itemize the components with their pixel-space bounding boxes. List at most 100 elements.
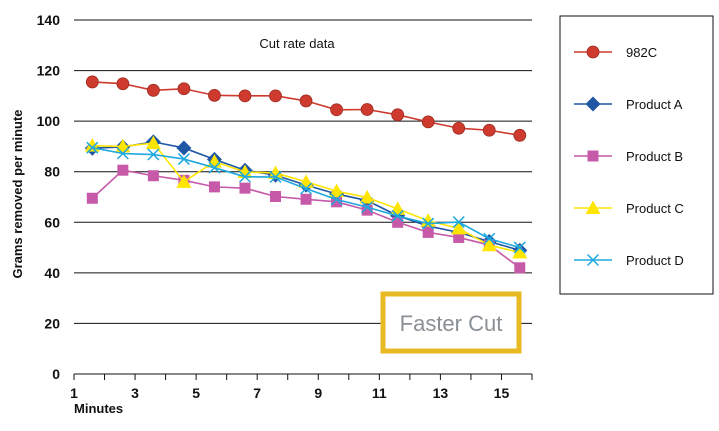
data-point-982c — [452, 121, 466, 135]
y-tick-label: 60 — [44, 214, 60, 230]
x-axis-title: Minutes — [74, 401, 123, 416]
data-point-982c — [269, 89, 282, 103]
data-point-product-d — [452, 216, 465, 229]
data-point-product-b — [361, 204, 373, 216]
legend-marker-product-a — [585, 96, 601, 112]
data-point-982c — [421, 115, 435, 129]
data-point-product-b — [147, 170, 159, 182]
data-point-982c — [85, 75, 99, 89]
y-tick-label: 40 — [44, 265, 60, 281]
y-tick-label: 120 — [37, 63, 61, 79]
legend-item-product-a: Product A — [574, 96, 683, 112]
data-point-product-c — [237, 164, 253, 178]
data-point-982c — [208, 88, 221, 102]
x-tick-label: 3 — [131, 385, 139, 401]
legend-label: Product B — [626, 149, 683, 164]
legend-marker-product-c — [585, 200, 601, 214]
data-point-product-c — [329, 183, 345, 198]
data-point-982c — [360, 103, 374, 116]
faster-cut-box — [380, 291, 522, 354]
data-point-product-b — [422, 226, 434, 238]
data-point-product-d — [147, 148, 160, 161]
x-tick-label: 5 — [192, 385, 200, 401]
x-tick-label: 7 — [253, 385, 261, 401]
data-point-product-b — [239, 182, 251, 194]
legend-label: Product D — [626, 253, 684, 268]
data-point-product-d — [238, 170, 252, 183]
y-tick-label: 140 — [37, 12, 61, 28]
legend-label: Product C — [626, 201, 684, 216]
data-point-product-c — [176, 174, 192, 188]
data-point-product-c — [481, 237, 497, 252]
data-point-product-d — [422, 217, 435, 230]
legend-box — [559, 15, 714, 295]
data-point-product-b — [270, 190, 282, 202]
data-point-product-c — [390, 201, 406, 215]
legend-label: Product A — [626, 97, 683, 112]
data-point-product-b — [300, 193, 312, 205]
data-point-982c — [238, 89, 252, 103]
faster-cut-stamp: Faster Cut — [380, 291, 522, 354]
x-tick-label: 15 — [494, 385, 510, 401]
legend-item-product-d: Product D — [574, 253, 684, 268]
series-product-b — [86, 164, 526, 274]
data-point-product-d — [361, 201, 374, 214]
data-point-product-d — [300, 182, 313, 195]
y-tick-label: 100 — [37, 113, 61, 129]
data-point-product-b — [453, 231, 465, 243]
data-point-982c — [177, 82, 191, 96]
series-982c — [85, 75, 527, 142]
data-point-product-c — [420, 213, 436, 227]
data-point-982c — [330, 103, 343, 117]
x-tick-label: 13 — [433, 385, 449, 401]
x-tick-label: 11 — [372, 385, 387, 401]
chart-title: Cut rate data — [259, 36, 335, 51]
data-point-product-c — [145, 135, 161, 150]
data-point-product-b — [117, 164, 129, 176]
data-point-982c — [146, 83, 160, 97]
legend-marker-982c — [586, 45, 600, 59]
data-point-product-a — [176, 140, 192, 156]
data-point-982c — [116, 77, 130, 91]
faster-cut-label: Faster Cut — [400, 311, 503, 336]
data-point-982c — [513, 128, 527, 142]
data-point-product-d — [177, 153, 190, 166]
data-point-product-c — [512, 244, 528, 259]
data-point-product-d — [269, 170, 282, 184]
legend-item-982c: 982C — [574, 45, 657, 60]
data-point-product-b — [208, 181, 220, 193]
data-point-product-b — [331, 196, 343, 208]
y-tick-label: 20 — [44, 315, 60, 331]
legend-marker-product-b — [587, 150, 599, 162]
legend-label: 982C — [626, 45, 657, 60]
data-point-982c — [299, 94, 313, 108]
data-point-product-c — [84, 138, 100, 152]
legend-item-product-b: Product B — [574, 149, 683, 164]
y-tick-label: 0 — [52, 366, 60, 382]
data-point-product-d — [330, 193, 343, 206]
data-point-product-d — [208, 161, 221, 174]
data-point-product-d — [86, 141, 99, 154]
legend: 982C Product A Product B Product C Product D — [559, 15, 714, 295]
data-point-982c — [482, 123, 496, 137]
legend-marker-product-d — [586, 253, 600, 267]
series-group — [84, 75, 528, 274]
data-point-product-c — [359, 190, 375, 204]
y-axis-title: Grams removed per minute — [10, 109, 25, 278]
data-point-product-d — [391, 209, 404, 222]
data-point-product-c — [451, 220, 467, 235]
y-tick-label: 80 — [44, 164, 60, 180]
data-point-product-d — [483, 232, 496, 245]
data-point-product-d — [116, 147, 129, 160]
data-point-product-c — [268, 165, 284, 179]
x-tick-label: 9 — [314, 385, 322, 401]
legend-item-product-c: Product C — [574, 200, 684, 216]
data-point-product-d — [513, 241, 526, 254]
series-product-d — [86, 141, 526, 254]
data-point-product-b — [514, 262, 526, 274]
data-point-product-b — [392, 216, 404, 228]
gridlines — [74, 19, 532, 324]
